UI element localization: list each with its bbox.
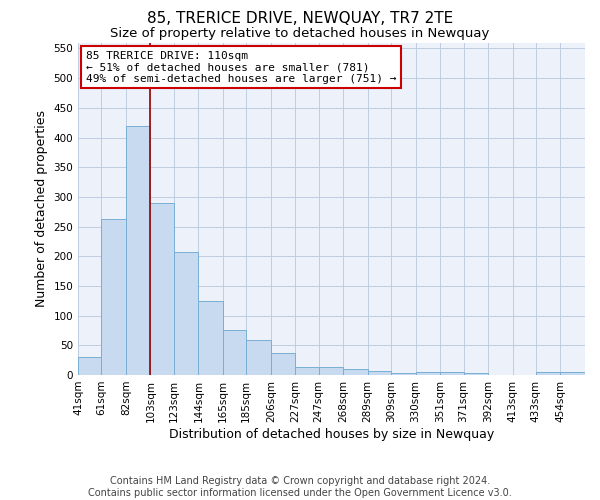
- Bar: [223, 330, 246, 375]
- Text: 85, TRERICE DRIVE, NEWQUAY, TR7 2TE: 85, TRERICE DRIVE, NEWQUAY, TR7 2TE: [147, 11, 453, 26]
- Bar: [151, 203, 174, 375]
- Bar: [464, 372, 488, 375]
- Bar: [343, 369, 368, 375]
- Bar: [536, 372, 560, 375]
- Text: 85 TRERICE DRIVE: 110sqm
← 51% of detached houses are smaller (781)
49% of semi-: 85 TRERICE DRIVE: 110sqm ← 51% of detach…: [86, 51, 396, 84]
- Text: Size of property relative to detached houses in Newquay: Size of property relative to detached ho…: [110, 27, 490, 40]
- Bar: [295, 366, 319, 375]
- Bar: [319, 366, 343, 375]
- Bar: [174, 252, 199, 375]
- Bar: [126, 126, 151, 375]
- Bar: [101, 219, 126, 375]
- Bar: [271, 353, 295, 375]
- Bar: [440, 372, 464, 375]
- Bar: [560, 372, 585, 375]
- Bar: [391, 372, 416, 375]
- Text: Contains HM Land Registry data © Crown copyright and database right 2024.
Contai: Contains HM Land Registry data © Crown c…: [88, 476, 512, 498]
- Bar: [199, 301, 223, 375]
- Bar: [416, 372, 440, 375]
- Bar: [368, 372, 391, 375]
- Y-axis label: Number of detached properties: Number of detached properties: [35, 110, 48, 307]
- Bar: [246, 340, 271, 375]
- X-axis label: Distribution of detached houses by size in Newquay: Distribution of detached houses by size …: [169, 428, 494, 440]
- Bar: [78, 357, 101, 375]
